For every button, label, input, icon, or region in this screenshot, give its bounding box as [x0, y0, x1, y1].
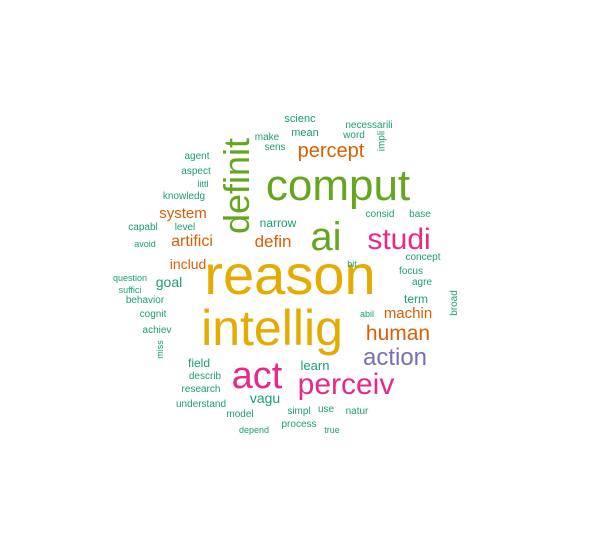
word-focus: focus	[399, 266, 423, 277]
word-word: word	[343, 130, 365, 141]
word-level: level	[174, 222, 196, 233]
word-impli: impli	[376, 130, 387, 152]
word-understand: understand	[175, 399, 227, 410]
word-model: model	[226, 409, 254, 420]
word-capabl: capabl	[128, 222, 158, 233]
word-bit: bit	[347, 258, 357, 269]
word-aspect: aspect	[181, 166, 211, 177]
word-achiev: achiev	[142, 325, 172, 336]
word-avoid: avoid	[134, 238, 156, 249]
word-natur: natur	[345, 406, 369, 417]
word-field: field	[187, 356, 210, 370]
word-act: act	[231, 355, 283, 397]
word-narrow: narrow	[259, 216, 297, 230]
word-broad: broad	[448, 290, 460, 316]
word-necessarili: necessarili	[345, 120, 393, 131]
word-human: human	[365, 321, 431, 345]
word-consid: consid	[365, 209, 395, 220]
word-vagu: vagu	[249, 390, 281, 406]
word-simpl: simpl	[287, 406, 311, 417]
word-percept: percept	[297, 140, 365, 162]
word-learn: learn	[300, 357, 330, 373]
word-process: process	[281, 419, 317, 430]
word-miss: miss	[154, 339, 165, 359]
word-cognit: cognit	[139, 309, 167, 320]
word-agre: agre	[411, 277, 432, 288]
word-make: make	[254, 132, 280, 143]
word-perceiv: perceiv	[297, 368, 395, 401]
word-intellig: intellig	[201, 300, 343, 356]
word-scienc: scienc	[284, 112, 316, 125]
word-studi: studi	[367, 223, 431, 256]
word-depend: depend	[238, 424, 270, 435]
word-behavior: behavior	[125, 295, 165, 306]
word-use: use	[317, 404, 335, 415]
word-knowledg: knowledg	[162, 191, 206, 202]
word-true: true	[324, 424, 340, 435]
word-question: question	[112, 272, 148, 283]
word-term: term	[404, 292, 428, 306]
word-littl: littl	[197, 178, 209, 189]
word-describ: describ	[188, 371, 222, 382]
word-reason: reason	[204, 243, 376, 306]
word-action: action	[362, 344, 428, 371]
word-defin: defin	[254, 231, 292, 251]
word-goal: goal	[155, 274, 183, 290]
word-includ: includ	[169, 256, 207, 272]
word-concept: concept	[405, 252, 441, 263]
word-comput: comput	[265, 161, 411, 210]
word-research: research	[181, 384, 221, 395]
word-mean: mean	[291, 126, 319, 139]
word-ai: ai	[310, 215, 342, 259]
word-abil: abil	[359, 308, 374, 319]
word-sens: sens	[264, 142, 286, 153]
word-suffici: suffici	[118, 284, 142, 295]
word-base: base	[409, 209, 431, 220]
word-agent: agent	[184, 151, 210, 162]
word-system: system	[159, 204, 207, 222]
word-artifici: artifici	[171, 233, 213, 250]
word-machin: machin	[383, 304, 433, 322]
word-definit: definit	[215, 137, 257, 235]
